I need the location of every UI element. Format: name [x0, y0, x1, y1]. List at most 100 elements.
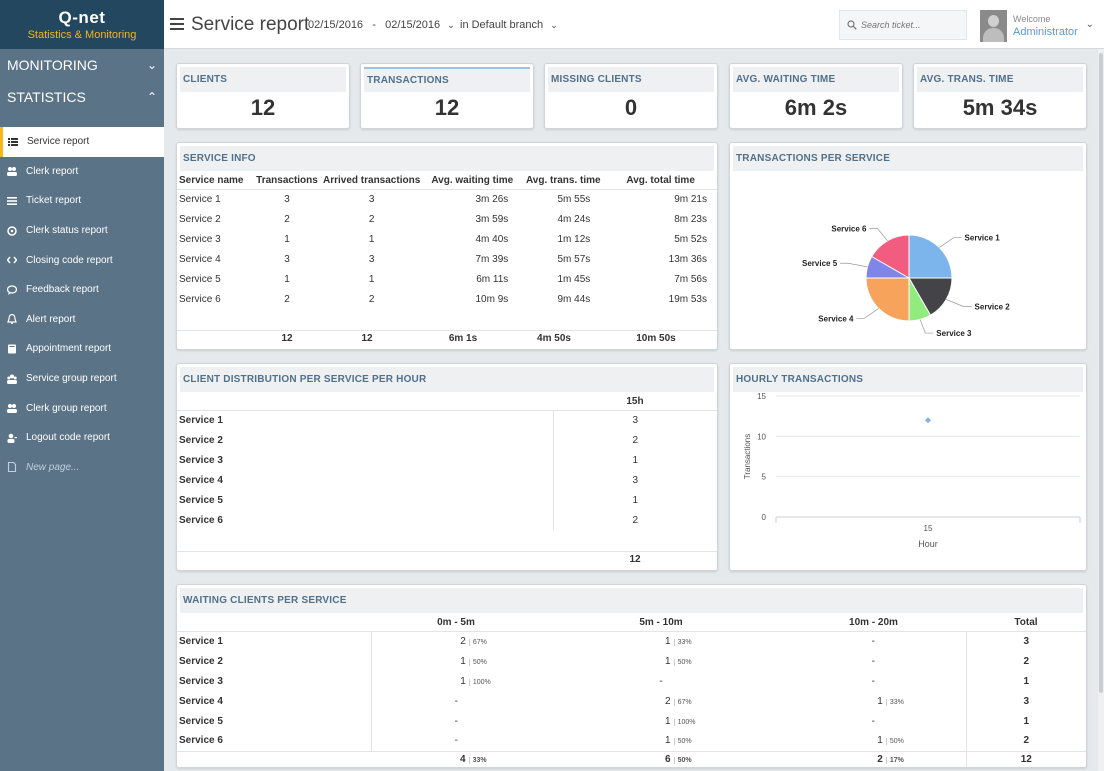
waiting-percent: 33%	[673, 638, 692, 646]
table-cell: 5m 52s	[674, 233, 707, 245]
x-axis-title: Hour	[918, 539, 938, 549]
search-icon	[847, 20, 857, 30]
sidebar-item-feedback-report[interactable]: Feedback report	[0, 275, 164, 305]
page-scrollbar[interactable]	[1098, 49, 1104, 771]
kpi-label: CLIENTS	[180, 67, 346, 92]
column-header: Arrived transactions	[321, 173, 423, 190]
y-tick-label: 15	[757, 392, 766, 401]
users-icon	[6, 165, 18, 177]
kpi-value: 5m 34s	[962, 95, 1038, 120]
sidebar-item-new-page[interactable]: New page...	[0, 453, 164, 483]
service-name: Service 5	[177, 490, 554, 510]
service-name: Service 1	[177, 410, 554, 430]
code-icon	[6, 254, 18, 266]
kpi-label: MISSING CLIENTS	[548, 67, 714, 92]
column-header: 0m - 5m	[371, 615, 541, 632]
menu-icon[interactable]	[170, 18, 184, 30]
waiting-count: -	[871, 675, 875, 687]
waiting-count: 1	[877, 735, 883, 747]
branch-selector[interactable]: in Default branch ⌄	[460, 19, 558, 31]
sidebar-item-service-report[interactable]: Service report	[0, 127, 164, 157]
sidebar-item-label: Clerk status report	[26, 225, 108, 237]
search-box[interactable]	[839, 10, 967, 40]
nav-section-statistics[interactable]: STATISTICS ⌃	[0, 81, 164, 113]
waiting-count: -	[454, 695, 458, 707]
y-tick-label: 5	[762, 473, 767, 482]
pie-connector	[869, 228, 888, 241]
page-title: Service report	[191, 14, 310, 35]
table-cell: 1	[368, 273, 375, 285]
chevron-down-icon: ⌄	[1085, 19, 1094, 30]
waiting-count: 1	[460, 675, 466, 687]
sidebar-item-alert-report[interactable]: Alert report	[0, 305, 164, 335]
table-cell: 19m 53s	[668, 293, 707, 305]
pie-slice-service-6[interactable]	[871, 234, 910, 279]
sidebar-item-appointment-report[interactable]: Appointment report	[0, 334, 164, 364]
pie-slice-service-2[interactable]	[908, 277, 953, 316]
pie-connector	[939, 237, 962, 248]
table-row: Service 3 1	[177, 450, 717, 470]
pie-connector	[946, 299, 972, 307]
pie-chart: Service 1 Service 2 Service 3 Service 4 Serv…	[802, 225, 1010, 338]
table-cell: 8m 23s	[674, 213, 707, 225]
kpi-missing-clients: MISSING CLIENTS 0	[544, 63, 718, 129]
panel-title: HOURLY TRANSACTIONS	[733, 367, 1083, 392]
waiting-count: -	[871, 655, 875, 667]
date-from: 02/15/2016	[308, 19, 364, 31]
waiting-percent: 17%	[885, 756, 904, 764]
table-row: Service 5-1 100% -1	[177, 711, 1086, 731]
table-cell: 5m 57s	[557, 253, 591, 265]
user-menu[interactable]: Welcome Administrator ⌄	[980, 9, 1094, 42]
search-input[interactable]	[861, 20, 961, 30]
waiting-count: -	[659, 675, 663, 687]
waiting-count: -	[871, 715, 875, 727]
waiting-cell: 1 50%	[541, 731, 781, 751]
column-header: Transactions	[253, 173, 321, 190]
table-row: Service 6-1 50% 1 50% 2	[177, 731, 1086, 751]
row-total: 3	[965, 691, 1086, 711]
table-cell: 9m 21s	[674, 193, 707, 205]
table-row: Service 6 2 2 10m 9s 9m 44s 19m 53s	[177, 289, 717, 309]
table-cell: Service 2	[179, 213, 221, 225]
hourly-transactions-panel: HOURLY TRANSACTIONS 0 5 10 15 15 Hour Transact…	[729, 363, 1087, 571]
total-cell: 12	[321, 329, 413, 346]
logo[interactable]: Q-net Statistics & Monitoring	[0, 0, 164, 49]
logo-tagline: Statistics & Monitoring	[27, 28, 137, 41]
sidebar-item-logout-code-report[interactable]: Logout code report	[0, 423, 164, 453]
sidebar-item-clerk-status-report[interactable]: Clerk status report	[0, 216, 164, 246]
waiting-cell: -	[781, 631, 966, 651]
pie-connector	[919, 319, 934, 334]
panel-title: SERVICE INFO	[180, 146, 714, 171]
table-row: Service 5 1	[177, 490, 717, 510]
waiting-cell: -	[781, 711, 966, 731]
sidebar-item-clerk-group-report[interactable]: Clerk group report	[0, 393, 164, 423]
pie-label: Service 4	[818, 314, 854, 323]
x-tick-label: 15	[924, 524, 933, 533]
table-row: Service 1 3	[177, 410, 717, 430]
table-row: Service 3 1 1 4m 40s 1m 12s 5m 52s	[177, 229, 717, 249]
pie-slice-service-1[interactable]	[908, 234, 953, 279]
sidebar-item-ticket-report[interactable]: Ticket report	[0, 186, 164, 216]
date-range-picker[interactable]: 02/15/2016 - 02/15/2016 ⌄	[308, 19, 455, 31]
sidebar-item-label: Ticket report	[26, 195, 82, 207]
table-row: Service 5 1 1 6m 11s 1m 45s 7m 56s	[177, 269, 717, 289]
table-row: Service 1 3 3 3m 26s 5m 55s 9m 21s	[177, 189, 717, 209]
sidebar-item-label: Logout code report	[26, 432, 110, 444]
waiting-percent: 67%	[673, 698, 692, 706]
pie-slice-service-4[interactable]	[865, 277, 910, 322]
nav-section-monitoring[interactable]: MONITORING ⌄	[0, 49, 164, 81]
data-point[interactable]	[925, 417, 931, 424]
row-total: 2	[965, 731, 1086, 751]
row-total: 2	[965, 651, 1086, 671]
kpi-avg-trans-time: AVG. TRANS. TIME 5m 34s	[913, 63, 1087, 129]
waiting-cell: 1 33%	[541, 631, 781, 651]
nav-section-label: STATISTICS	[7, 89, 86, 105]
sidebar-item-service-group-report[interactable]: Service group report	[0, 364, 164, 394]
sidebar-item-closing-code-report[interactable]: Closing code report	[0, 245, 164, 275]
transactions-per-service-panel: TRANSACTIONS PER SERVICE Service 1 Servic…	[729, 142, 1087, 350]
service-info-panel: SERVICE INFO Service name Transactions Arr…	[176, 142, 718, 350]
hour-count: 2	[632, 514, 639, 526]
chevron-up-icon: ⌃	[146, 90, 157, 104]
sidebar-item-clerk-report[interactable]: Clerk report	[0, 157, 164, 187]
hour-count: 3	[632, 474, 639, 486]
